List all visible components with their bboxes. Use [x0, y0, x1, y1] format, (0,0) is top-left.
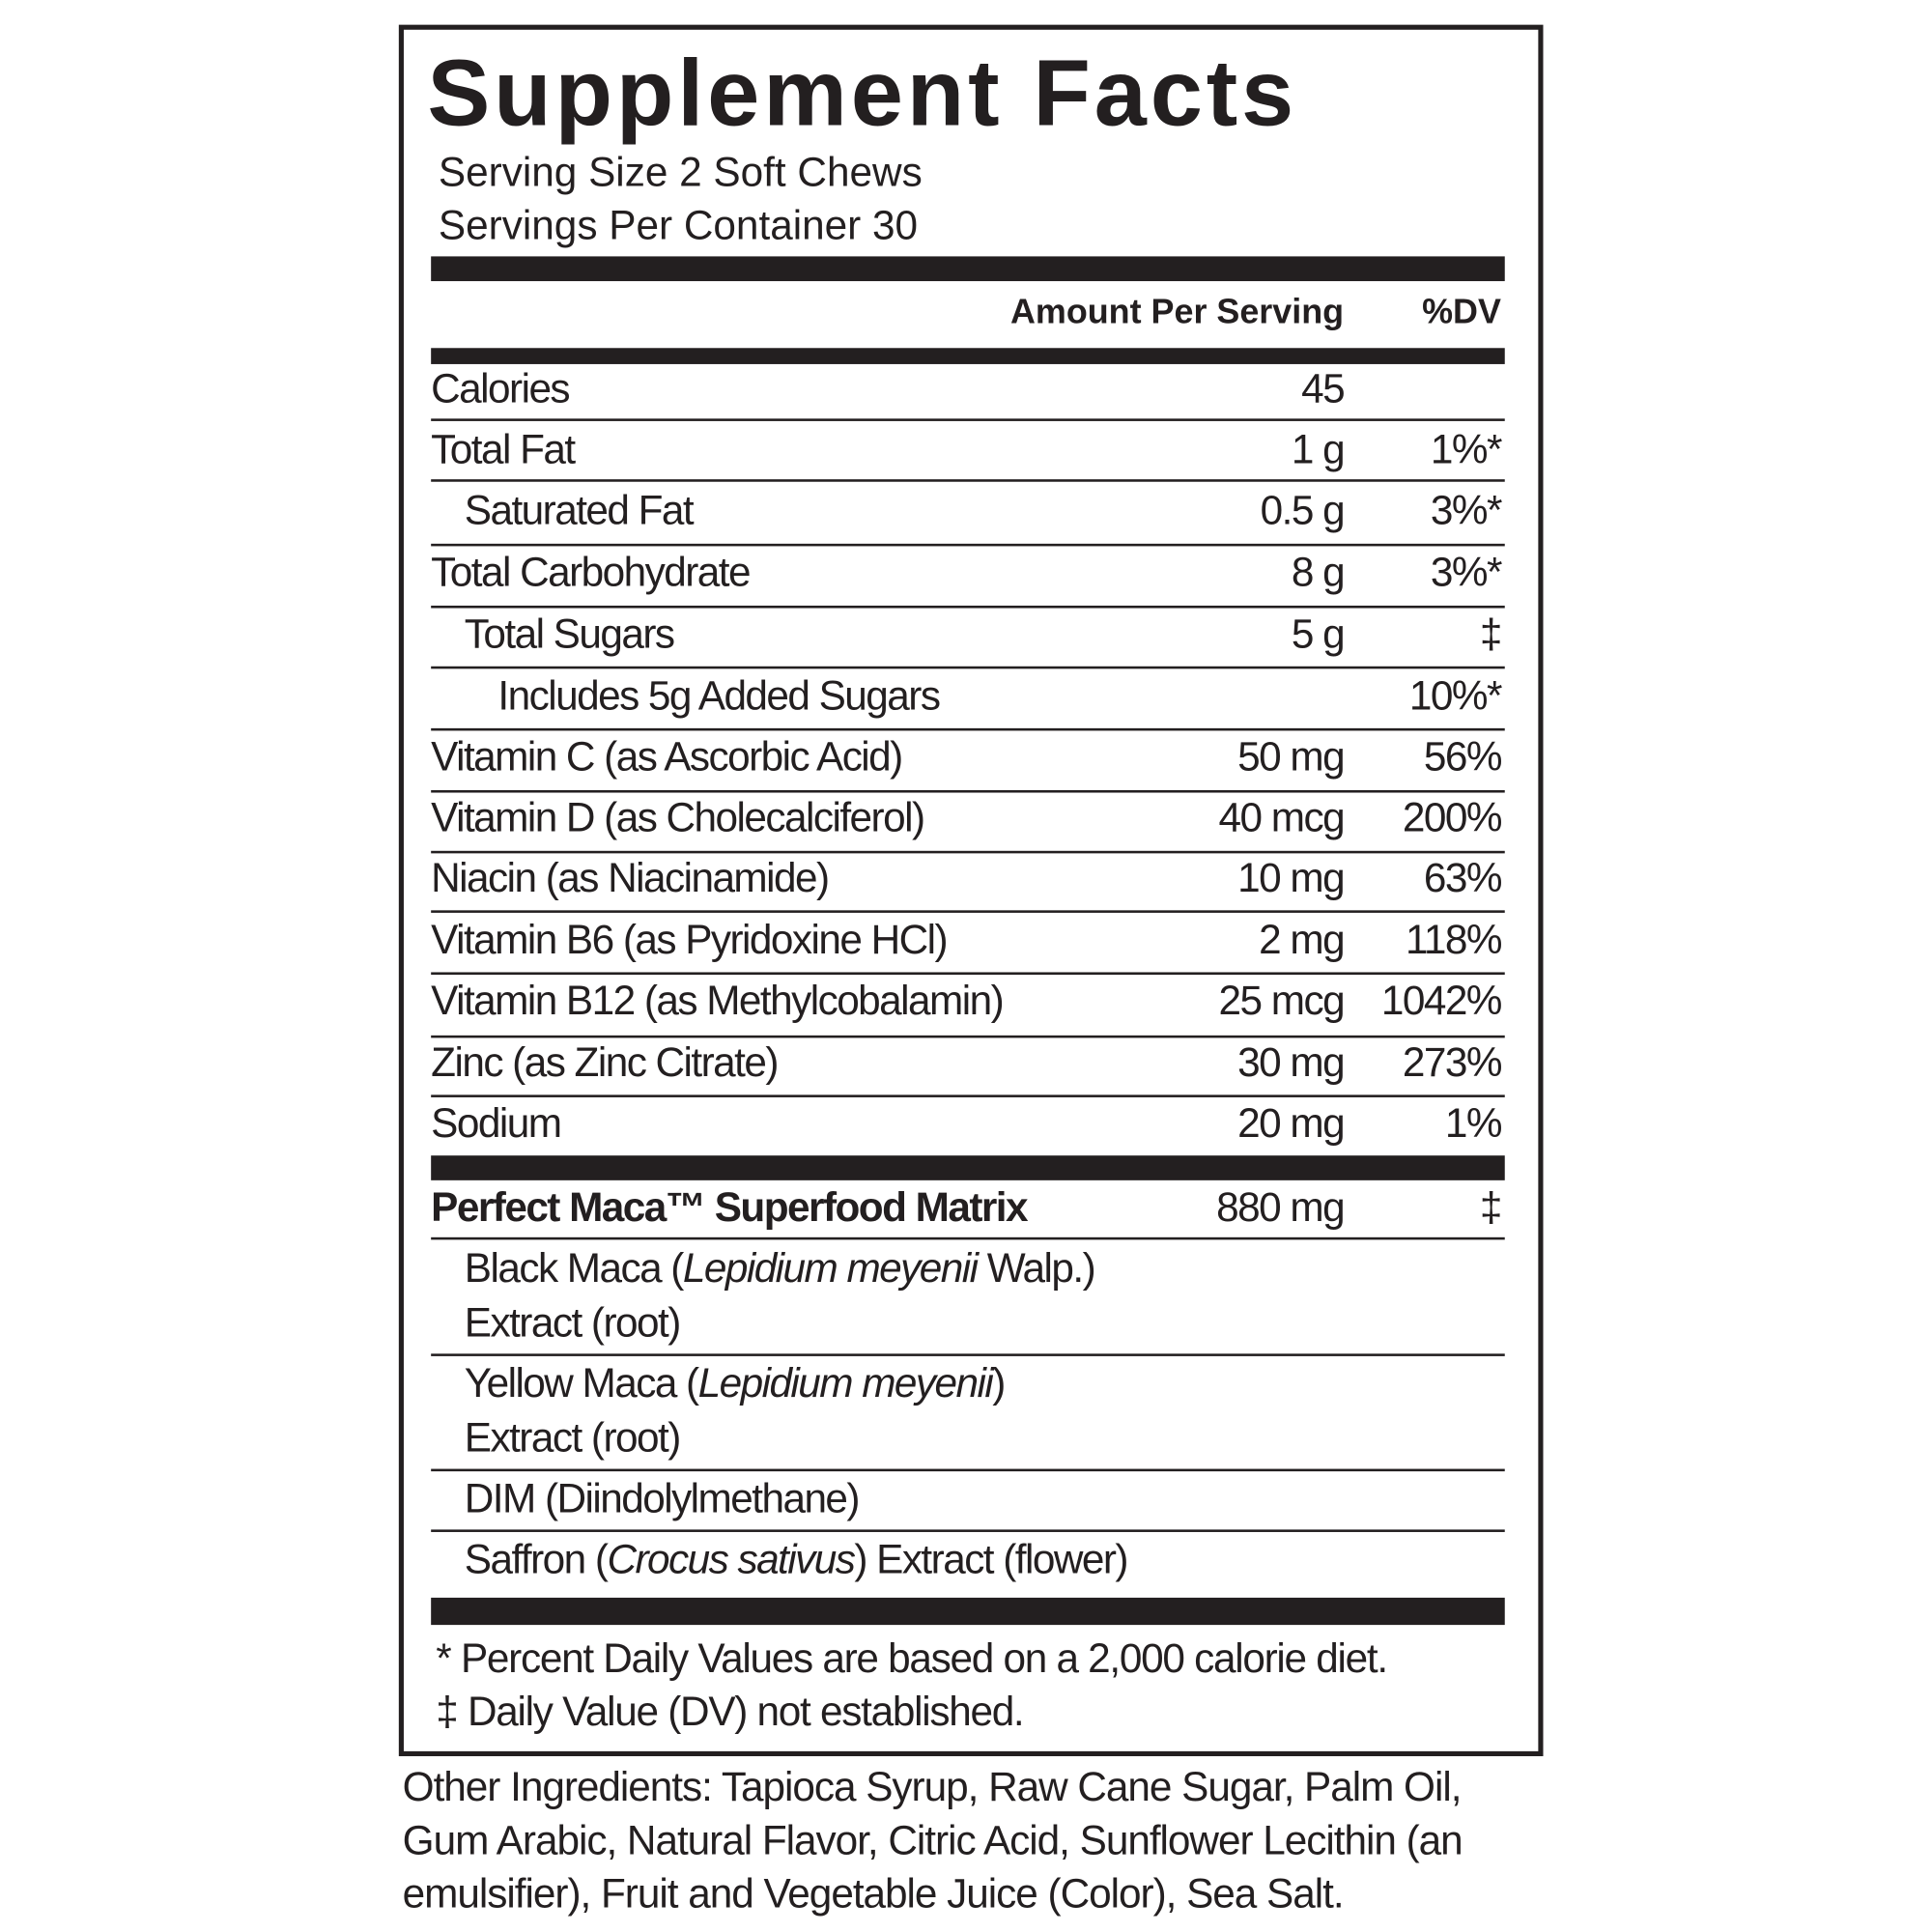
divider-thick	[431, 1155, 1505, 1180]
text: Saffron (	[464, 1535, 609, 1582]
nutrient-row: Saturated Fat 0.5 g 3%*	[431, 487, 1505, 536]
nutrient-row: Sodium 20 mg 1%	[431, 1100, 1505, 1150]
nutrient-row: Total Sugars 5 g ‡	[431, 611, 1505, 660]
divider	[431, 972, 1505, 976]
nutrient-dv: 3%*	[1430, 548, 1503, 595]
nutrient-amount: 50 mg	[1237, 733, 1345, 780]
divider	[431, 418, 1505, 421]
text: )	[992, 1359, 1006, 1406]
nutrient-row: Vitamin B12 (as Methylcobalamin) 25 mcg 10…	[431, 978, 1505, 1027]
latin-name: Lepidium meyenii	[697, 1359, 994, 1406]
nutrient-amount: 1 g	[1291, 426, 1346, 472]
divider	[431, 1094, 1505, 1097]
latin-name: Crocus sativus	[607, 1535, 855, 1582]
divider	[431, 850, 1505, 854]
nutrient-row: Calories 45	[431, 365, 1505, 414]
divider	[431, 1353, 1505, 1356]
nutrient-row: Vitamin B6 (as Pyridoxine HCl) 2 mg 118%	[431, 917, 1505, 966]
divider-thick	[431, 1597, 1505, 1626]
blend-amount: 880 mg	[1216, 1183, 1345, 1231]
latin-name: Lepidium meyenii	[682, 1244, 979, 1291]
nutrient-name: Total Fat	[431, 426, 576, 472]
other-ingredients: Other Ingredients: Tapioca Syrup, Raw Ca…	[402, 1763, 1463, 1917]
nutrient-name: Includes 5g Added Sugars	[497, 672, 941, 719]
divider	[431, 727, 1505, 731]
nutrient-name: Vitamin D (as Cholecalciferol)	[431, 793, 925, 840]
blend-name: Perfect Maca™ Superfood Matrix	[431, 1183, 1028, 1231]
divider	[431, 605, 1505, 609]
blend-ingredient: DIM (Diindolylmethane)	[464, 1474, 861, 1521]
nutrient-row: Includes 5g Added Sugars 10%*	[431, 672, 1505, 722]
label-title: Supplement Facts	[427, 41, 1298, 147]
nutrient-amount: 25 mcg	[1218, 977, 1346, 1024]
nutrient-name: Zinc (as Zinc Citrate)	[431, 1038, 779, 1086]
nutrient-dv: ‡	[1479, 611, 1503, 657]
divider	[431, 543, 1505, 547]
text: Black Maca (	[464, 1244, 685, 1291]
servings-per-container: Servings Per Container 30	[438, 201, 919, 248]
nutrient-name: Calories	[431, 365, 570, 412]
nutrient-row: Zinc (as Zinc Citrate) 30 mg 273%	[431, 1039, 1505, 1089]
text: ) Extract (flower)	[854, 1535, 1128, 1582]
serving-size: Serving Size 2 Soft Chews	[438, 148, 923, 195]
divider	[431, 479, 1505, 482]
divider	[431, 1468, 1505, 1472]
nutrient-amount: 5 g	[1291, 611, 1346, 657]
nutrient-name: Total Carbohydrate	[431, 548, 751, 595]
nutrient-amount: 0.5 g	[1260, 486, 1346, 533]
blend-ingredient: Yellow Maca (Lepidium meyenii)	[464, 1359, 1007, 1407]
nutrient-row: Total Fat 1 g 1%*	[431, 426, 1505, 475]
nutrient-name: Saturated Fat	[464, 486, 695, 533]
nutrient-amount: 10 mg	[1237, 854, 1345, 901]
divider	[431, 1035, 1505, 1038]
header-dv: %DV	[1422, 292, 1501, 331]
nutrient-dv: 56%	[1423, 733, 1503, 780]
blend-ingredient-cont: Extract (root)	[464, 1414, 682, 1461]
divider	[431, 910, 1505, 913]
nutrient-name: Vitamin B12 (as Methylcobalamin)	[431, 977, 1005, 1024]
blend-ingredient: Black Maca (Lepidium meyenii Walp.)	[464, 1244, 1096, 1293]
label-border	[398, 24, 1544, 1757]
divider	[431, 666, 1505, 669]
blend-ingredient-cont: Extract (root)	[464, 1298, 682, 1346]
nutrient-amount: 8 g	[1291, 548, 1346, 595]
divider	[431, 1236, 1505, 1240]
footnote-dv: * Percent Daily Values are based on a 2,…	[436, 1634, 1388, 1681]
nutrient-name: Vitamin C (as Ascorbic Acid)	[431, 733, 903, 780]
divider	[431, 789, 1505, 793]
nutrient-dv: 273%	[1402, 1038, 1503, 1086]
nutrient-row: Vitamin D (as Cholecalciferol) 40 mcg 200%	[431, 794, 1505, 843]
nutrient-name: Vitamin B6 (as Pyridoxine HCl)	[431, 916, 948, 963]
footnote-not-established: ‡ Daily Value (DV) not established.	[436, 1688, 1024, 1734]
nutrient-amount: 2 mg	[1259, 916, 1345, 963]
nutrient-amount: 20 mg	[1237, 1099, 1345, 1146]
nutrient-row: Niacin (as Niacinamide) 10 mg 63%	[431, 855, 1505, 904]
nutrient-dv: 10%*	[1408, 672, 1503, 719]
nutrient-dv: 200%	[1402, 793, 1503, 840]
nutrient-dv: 63%	[1423, 854, 1503, 901]
divider	[431, 1529, 1505, 1532]
nutrient-dv: 118%	[1405, 916, 1502, 963]
nutrient-row: Vitamin C (as Ascorbic Acid) 50 mg 56%	[431, 733, 1505, 782]
nutrient-amount: 30 mg	[1237, 1038, 1345, 1086]
text: Walp.)	[977, 1244, 1096, 1291]
divider-thick	[431, 348, 1505, 364]
nutrient-name: Niacin (as Niacinamide)	[431, 854, 830, 901]
nutrient-dv: 1042%	[1380, 977, 1503, 1024]
blend-row: Perfect Maca™ Superfood Matrix 880 mg ‡	[431, 1184, 1505, 1234]
nutrient-name: Sodium	[431, 1099, 562, 1146]
nutrient-name: Total Sugars	[464, 611, 675, 657]
blend-dv: ‡	[1479, 1183, 1503, 1231]
nutrient-amount: 40 mcg	[1218, 793, 1346, 840]
nutrient-dv: 1%	[1444, 1099, 1503, 1146]
text: Yellow Maca (	[464, 1359, 699, 1406]
header-amount: Amount Per Serving	[1009, 292, 1345, 331]
nutrient-amount: 45	[1301, 365, 1346, 412]
divider-thick	[431, 256, 1505, 282]
nutrient-row: Total Carbohydrate 8 g 3%*	[431, 549, 1505, 598]
nutrient-dv: 3%*	[1430, 486, 1503, 533]
nutrient-dv: 1%*	[1430, 426, 1503, 472]
blend-ingredient: Saffron (Crocus sativus) Extract (flower…	[464, 1535, 1129, 1583]
